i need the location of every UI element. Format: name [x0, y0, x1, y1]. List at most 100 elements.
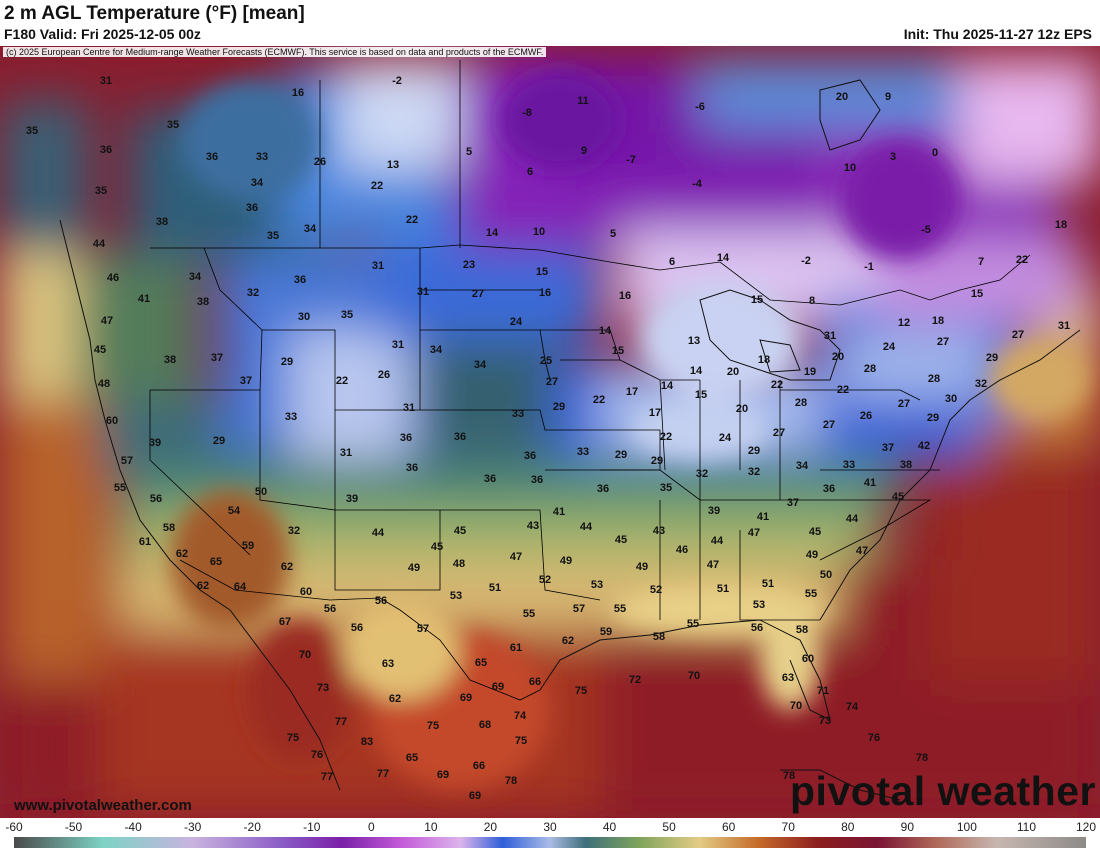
temperature-label: 39	[149, 437, 161, 449]
temperature-label: 69	[469, 790, 481, 802]
temperature-label: 27	[937, 336, 949, 348]
colorbar-tick-label: 80	[841, 820, 855, 834]
temperature-label: 35	[660, 482, 672, 494]
temperature-label: 45	[431, 541, 443, 553]
map-title: 2 m AGL Temperature (°F) [mean]	[4, 3, 305, 24]
temperature-label: 29	[213, 435, 225, 447]
colorbar-tick-label: 30	[543, 820, 557, 834]
temperature-label: 75	[575, 685, 587, 697]
temperature-label: 77	[377, 768, 389, 780]
temperature-label: 54	[228, 505, 241, 517]
colorbar-tick-label: 10	[424, 820, 438, 834]
coastlines	[59, 79, 1081, 801]
temperature-label: 35	[267, 230, 279, 242]
colorbar-tick-label: -20	[244, 820, 262, 834]
temperature-label: 57	[573, 603, 585, 615]
temperature-label: 61	[139, 536, 151, 548]
temperature-label: 65	[406, 752, 418, 764]
temperature-label: 28	[928, 373, 940, 385]
temperature-label: -2	[392, 75, 402, 87]
temperature-label: 60	[802, 653, 814, 665]
color-legend: -60 -50 -40 -30 -20 -10 0 10 20 30 40 50 60 70 80 90 100…	[0, 818, 1100, 850]
colorbar-tick-label: 0	[368, 820, 375, 834]
temperature-label: 60	[106, 415, 118, 427]
temperature-label: 37	[240, 375, 252, 387]
temperature-label: 26	[378, 369, 390, 381]
colorbar-tick-label: 60	[722, 820, 736, 834]
temperature-label: 34	[189, 271, 202, 283]
temperature-label: 39	[708, 505, 720, 517]
temperature-label: 75	[287, 732, 299, 744]
temperature-label: 52	[539, 574, 551, 586]
temperature-label: 31	[824, 330, 836, 342]
temperature-label: -8	[522, 107, 532, 119]
temperature-label: 75	[515, 735, 527, 747]
temperature-label: 28	[864, 363, 876, 375]
temperature-label: 42	[918, 440, 930, 452]
temperature-label: 46	[676, 544, 688, 556]
temperature-label: 51	[489, 582, 501, 594]
temperature-label: -5	[921, 224, 931, 236]
temperature-label: 68	[479, 719, 491, 731]
temperature-label: 65	[210, 556, 222, 568]
temperature-label: 37	[787, 497, 799, 509]
temperature-label: 20	[736, 403, 748, 415]
temperature-label: 31	[1058, 320, 1070, 332]
brand-logo: pivotal weather	[790, 768, 1096, 814]
temperature-label: 51	[762, 578, 774, 590]
temperature-label: 56	[324, 603, 336, 615]
website-label[interactable]: www.pivotalweather.com	[14, 797, 192, 814]
temperature-label: 50	[255, 486, 267, 498]
temperature-label: 14	[661, 380, 674, 392]
temperature-label: 36	[454, 431, 466, 443]
temperature-label: 29	[553, 401, 565, 413]
temperature-label: 45	[809, 526, 821, 538]
temperature-label: 78	[505, 775, 517, 787]
colorbar-tick-label: 20	[484, 820, 498, 834]
temperature-label: 62	[176, 548, 188, 560]
temperature-label: 5	[610, 228, 616, 240]
temperature-label: 34	[796, 460, 809, 472]
temperature-label: 44	[846, 513, 859, 525]
temperature-label: 17	[626, 386, 638, 398]
temperature-label: 25	[540, 355, 552, 367]
temperature-label: -2	[801, 255, 811, 267]
temperature-label: 36	[246, 202, 258, 214]
colorbar-tick-label: -60	[5, 820, 23, 834]
temperature-label: 34	[251, 177, 264, 189]
colorbar-svg: -60 -50 -40 -30 -20 -10 0 10 20 30 40 50 60 70 80 90 100…	[5, 820, 1096, 848]
temperature-label: 53	[591, 579, 603, 591]
colorbar-tick-label: 70	[782, 820, 796, 834]
temperature-label: 36	[406, 462, 418, 474]
temperature-label: 71	[817, 685, 829, 697]
temperature-label: 33	[512, 408, 524, 420]
temperature-label: 69	[492, 681, 504, 693]
temperature-label: 28	[795, 397, 807, 409]
temperature-label: 49	[408, 562, 420, 574]
temperature-map[interactable]: 31 16 -2 11 35 35 -8 -6 20 9 36 36 33 26 13 5 9 -7 3 0 10 35 3…	[0, 46, 1100, 818]
temperature-label: 45	[615, 534, 627, 546]
temperature-label: 11	[577, 95, 589, 107]
temperature-label: 66	[473, 760, 485, 772]
temperature-label: 16	[619, 290, 631, 302]
temperature-label: 77	[335, 716, 347, 728]
temperature-label: 12	[898, 317, 910, 329]
temperature-label: 36	[206, 151, 218, 163]
temperature-label: 36	[294, 274, 306, 286]
temperature-label: 29	[615, 449, 627, 461]
temperature-label: 24	[719, 432, 732, 444]
temperature-label: 46	[107, 272, 119, 284]
temperature-label: 31	[100, 75, 112, 87]
temperature-label: 8	[809, 295, 815, 307]
temperature-label: 0	[932, 147, 938, 159]
temperature-label: 43	[527, 520, 539, 532]
temperature-label: 61	[510, 642, 522, 654]
temperature-label: 27	[898, 398, 910, 410]
colorbar-tick-label: 110	[1017, 820, 1036, 834]
temperature-label: 20	[832, 351, 844, 363]
temperature-label: -7	[626, 154, 636, 166]
valid-time: F180 Valid: Fri 2025-12-05 00z	[4, 26, 201, 42]
colorbar-tick-label: 40	[603, 820, 617, 834]
temperature-label: 55	[805, 588, 817, 600]
